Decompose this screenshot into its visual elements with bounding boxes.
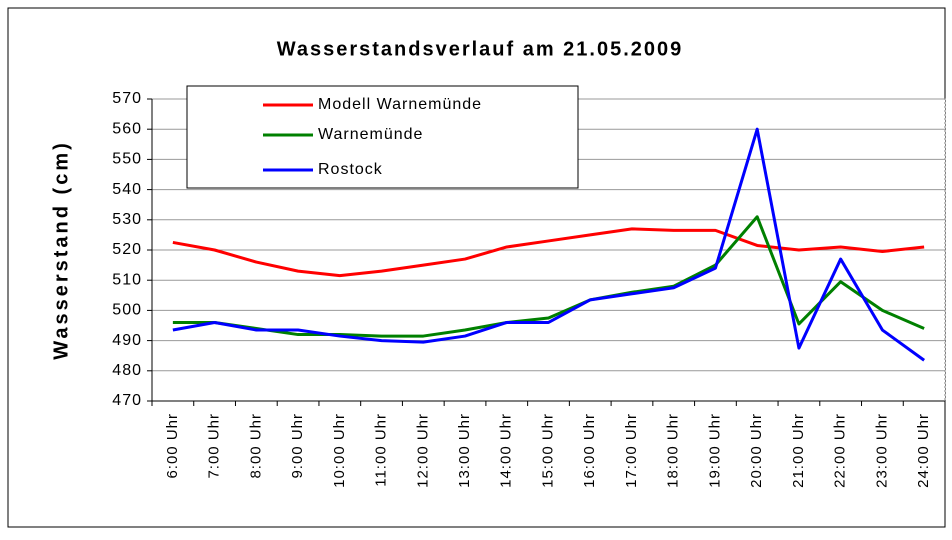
y-tick-label: 540 bbox=[112, 181, 142, 198]
x-tick-label: 18:00 Uhr bbox=[665, 413, 682, 488]
x-tick-label: 7:00 Uhr bbox=[206, 413, 223, 479]
y-tick-label: 500 bbox=[112, 302, 142, 319]
x-tick-label: 10:00 Uhr bbox=[331, 413, 348, 488]
x-tick-label: 16:00 Uhr bbox=[581, 413, 598, 488]
legend-label: Warnemünde bbox=[318, 126, 423, 143]
x-tick-label: 12:00 Uhr bbox=[414, 413, 431, 488]
x-tick-label: 19:00 Uhr bbox=[706, 413, 723, 488]
y-tick-label: 480 bbox=[112, 362, 142, 379]
x-tick-label: 20:00 Uhr bbox=[748, 413, 765, 488]
y-tick-label: 520 bbox=[112, 241, 142, 258]
x-tick-label: 13:00 Uhr bbox=[456, 413, 473, 488]
series-line bbox=[172, 227, 925, 278]
series-line bbox=[172, 215, 925, 338]
x-tick-label: 6:00 Uhr bbox=[164, 413, 181, 479]
y-tick-label: 560 bbox=[112, 120, 142, 137]
x-tick-label: 14:00 Uhr bbox=[498, 413, 515, 488]
y-tick-label: 490 bbox=[112, 332, 142, 349]
y-axis-label: Wasserstand (cm) bbox=[50, 140, 72, 360]
x-tick-label: 21:00 Uhr bbox=[790, 413, 807, 488]
legend-label: Modell Warnemünde bbox=[318, 96, 482, 113]
x-tick-label: 22:00 Uhr bbox=[832, 413, 849, 488]
x-tick-label: 8:00 Uhr bbox=[247, 413, 264, 479]
y-tick-label: 470 bbox=[112, 392, 142, 409]
y-tick-label: 570 bbox=[112, 90, 142, 107]
x-tick-label: 23:00 Uhr bbox=[873, 413, 890, 488]
chart-title: Wasserstandsverlauf am 21.05.2009 bbox=[277, 38, 684, 60]
legend-label: Rostock bbox=[318, 161, 383, 178]
series-line bbox=[172, 127, 926, 362]
y-tick-label: 530 bbox=[112, 211, 142, 228]
legend bbox=[186, 85, 579, 189]
x-tick-label: 15:00 Uhr bbox=[539, 413, 556, 488]
y-tick-label: 510 bbox=[112, 271, 142, 288]
x-tick-label: 17:00 Uhr bbox=[623, 413, 640, 488]
x-tick-label: 24:00 Uhr bbox=[915, 413, 932, 488]
x-tick-label: 9:00 Uhr bbox=[289, 413, 306, 479]
y-tick-label: 550 bbox=[112, 151, 142, 168]
x-tick-label: 11:00 Uhr bbox=[373, 413, 390, 487]
